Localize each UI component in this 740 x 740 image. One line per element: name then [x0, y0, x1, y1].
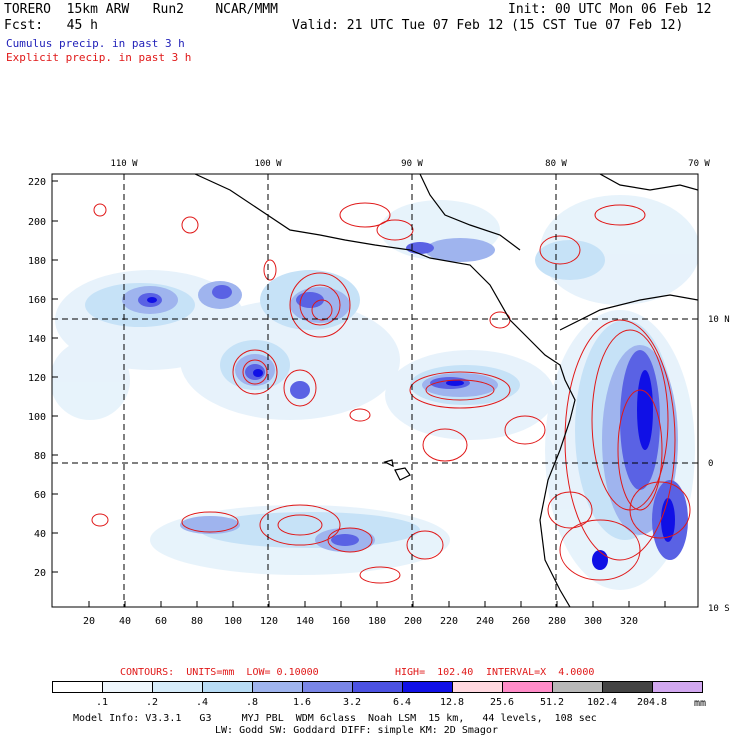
x-tick: 280 [548, 616, 566, 627]
x-tick: 20 [83, 616, 95, 627]
init-line: Init: 00 UTC Mon 06 Feb 12 [508, 2, 712, 17]
colorbar-label: .8 [245, 697, 259, 708]
x-tick: 80 [191, 616, 203, 627]
x-tick: 220 [440, 616, 458, 627]
valid-line: Valid: 21 UTC Tue 07 Feb 12 (15 CST Tue … [292, 18, 684, 33]
y-tick: 140 [28, 334, 46, 345]
contour-high: HIGH= 102.40 [395, 667, 474, 678]
axis-ticks [52, 180, 666, 607]
colorbar-label: 3.2 [342, 697, 362, 708]
colorbar-label: 204.8 [636, 697, 668, 708]
colorbar-swatch [552, 681, 603, 693]
y-tick: 220 [28, 177, 46, 188]
colorbar-swatch [602, 681, 653, 693]
contour-units: CONTOURS: UNITS=mm LOW= 0.10000 [120, 667, 319, 678]
colorbar-swatch [202, 681, 253, 693]
fcst-line: Fcst: 45 h [4, 18, 98, 33]
x-tick: 120 [260, 616, 278, 627]
legend-explicit: Explicit precip. in past 3 h [6, 51, 192, 64]
colorbar-swatch [252, 681, 303, 693]
longitude-labels: 110 W 100 W 90 W 80 W 70 W [110, 159, 710, 169]
colorbar-swatch [52, 681, 103, 693]
model-info-line2: LW: Godd SW: Goddard DIFF: simple KM: 2D… [215, 725, 498, 736]
y-tick: 40 [34, 529, 46, 540]
lat-label-10n: 10 N [708, 315, 730, 325]
colorbar-label: 25.6 [489, 697, 515, 708]
lon-label-90w: 90 W [401, 159, 423, 169]
colorbar-swatch [152, 681, 203, 693]
contour-interval: INTERVAL=X 4.0000 [486, 667, 595, 678]
lon-label-70w: 70 W [688, 159, 710, 169]
colorbar-swatch [652, 681, 703, 693]
x-tick: 200 [404, 616, 422, 627]
explicit-precip-contours [91, 202, 691, 584]
colorbar-label: 102.4 [586, 697, 618, 708]
y-tick: 20 [34, 568, 46, 579]
x-tick: 320 [620, 616, 638, 627]
colorbar-label: .1 [95, 697, 109, 708]
colorbar-label: 12.8 [439, 697, 465, 708]
colorbar-swatch [302, 681, 353, 693]
coastline [194, 174, 698, 607]
lat-label-0: 0 [708, 459, 713, 469]
map-frame [51, 173, 699, 608]
precip-shading [52, 195, 698, 590]
latitude-labels: 10 N 0 10 S [708, 315, 730, 614]
x-tick: 40 [119, 616, 131, 627]
colorbar-label: .2 [145, 697, 159, 708]
x-tick: 100 [224, 616, 242, 627]
x-tick: 300 [584, 616, 602, 627]
colorbar-swatch [452, 681, 503, 693]
lon-label-80w: 80 W [545, 159, 567, 169]
x-tick: 160 [332, 616, 350, 627]
x-tick: 260 [512, 616, 530, 627]
x-tick: 140 [296, 616, 314, 627]
x-tick: 60 [155, 616, 167, 627]
y-tick: 60 [34, 490, 46, 501]
lon-label-100w: 100 W [254, 159, 282, 169]
y-tick: 120 [28, 373, 46, 384]
y-tick: 160 [28, 295, 46, 306]
colorbar-swatch [102, 681, 153, 693]
y-tick: 200 [28, 217, 46, 228]
colorbar-label: 1.6 [292, 697, 312, 708]
lon-label-110w: 110 W [110, 159, 138, 169]
colorbar-swatch [402, 681, 453, 693]
colorbar-unit: mm [694, 698, 707, 709]
colorbar-label: .4 [195, 697, 209, 708]
colorbar-swatch [502, 681, 553, 693]
model-info-line1: Model Info: V3.3.1 G3 MYJ PBL WDM 6class… [73, 713, 597, 724]
x-tick-labels: 20 40 60 80 100 120 140 160 180 200 220 … [83, 616, 638, 627]
y-tick: 180 [28, 256, 46, 267]
x-tick: 240 [476, 616, 494, 627]
y-tick: 80 [34, 451, 46, 462]
y-tick-labels: 220 200 180 160 140 120 100 80 60 40 20 [28, 177, 46, 579]
title-line: TORERO 15km ARW Run2 NCAR/MMM [4, 2, 278, 17]
colorbar-label: 51.2 [539, 697, 565, 708]
colorbar-swatch [352, 681, 403, 693]
colorbar-label: 6.4 [392, 697, 412, 708]
lat-label-10s: 10 S [708, 604, 730, 614]
x-tick: 180 [368, 616, 386, 627]
y-tick: 100 [28, 412, 46, 423]
legend-cumulus: Cumulus precip. in past 3 h [6, 37, 185, 50]
lat-lon-grid [52, 174, 698, 607]
